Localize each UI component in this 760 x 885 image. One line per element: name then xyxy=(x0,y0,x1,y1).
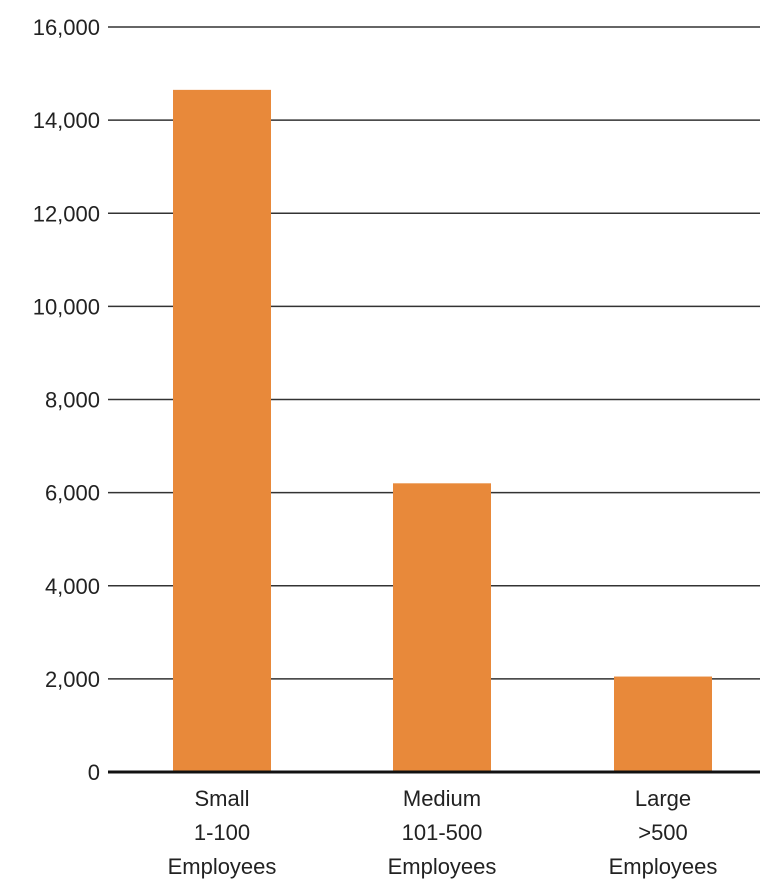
y-tick-label: 8,000 xyxy=(45,388,100,413)
x-category-label-line: Medium xyxy=(403,786,481,811)
x-category-label-line: Employees xyxy=(168,854,277,879)
x-category-label-line: 1-100 xyxy=(194,820,250,845)
x-category-label-line: 101-500 xyxy=(402,820,483,845)
y-tick-label: 2,000 xyxy=(45,667,100,692)
y-tick-label: 0 xyxy=(88,760,100,785)
x-category-label-line: Small xyxy=(194,786,249,811)
x-category-label-line: Employees xyxy=(609,854,718,879)
x-category-label: Medium 101-500 Employees xyxy=(388,786,497,879)
y-tick-label: 12,000 xyxy=(33,201,100,226)
x-category-label: Small 1-100 Employees xyxy=(168,786,277,879)
bar-1 xyxy=(393,483,491,772)
bar-2 xyxy=(614,676,712,772)
y-tick-label: 10,000 xyxy=(33,294,100,319)
x-category-label-line: >500 xyxy=(638,820,688,845)
bar-0 xyxy=(173,89,271,772)
bars xyxy=(173,89,712,772)
y-tick-label: 14,000 xyxy=(33,108,100,133)
y-tick-label: 6,000 xyxy=(45,481,100,506)
y-tick-label: 16,000 xyxy=(33,15,100,40)
x-category-label: Large >500 Employees xyxy=(609,786,718,879)
y-axis-ticks: 0 2,000 4,000 6,000 8,000 10,000 12,000 14,000 1… xyxy=(33,15,100,785)
y-tick-label: 4,000 xyxy=(45,574,100,599)
x-category-label-line: Large xyxy=(635,786,691,811)
x-category-label-line: Employees xyxy=(388,854,497,879)
x-axis-category-labels: Small 1-100 Employees Medium 101-500 Employee… xyxy=(168,786,718,879)
